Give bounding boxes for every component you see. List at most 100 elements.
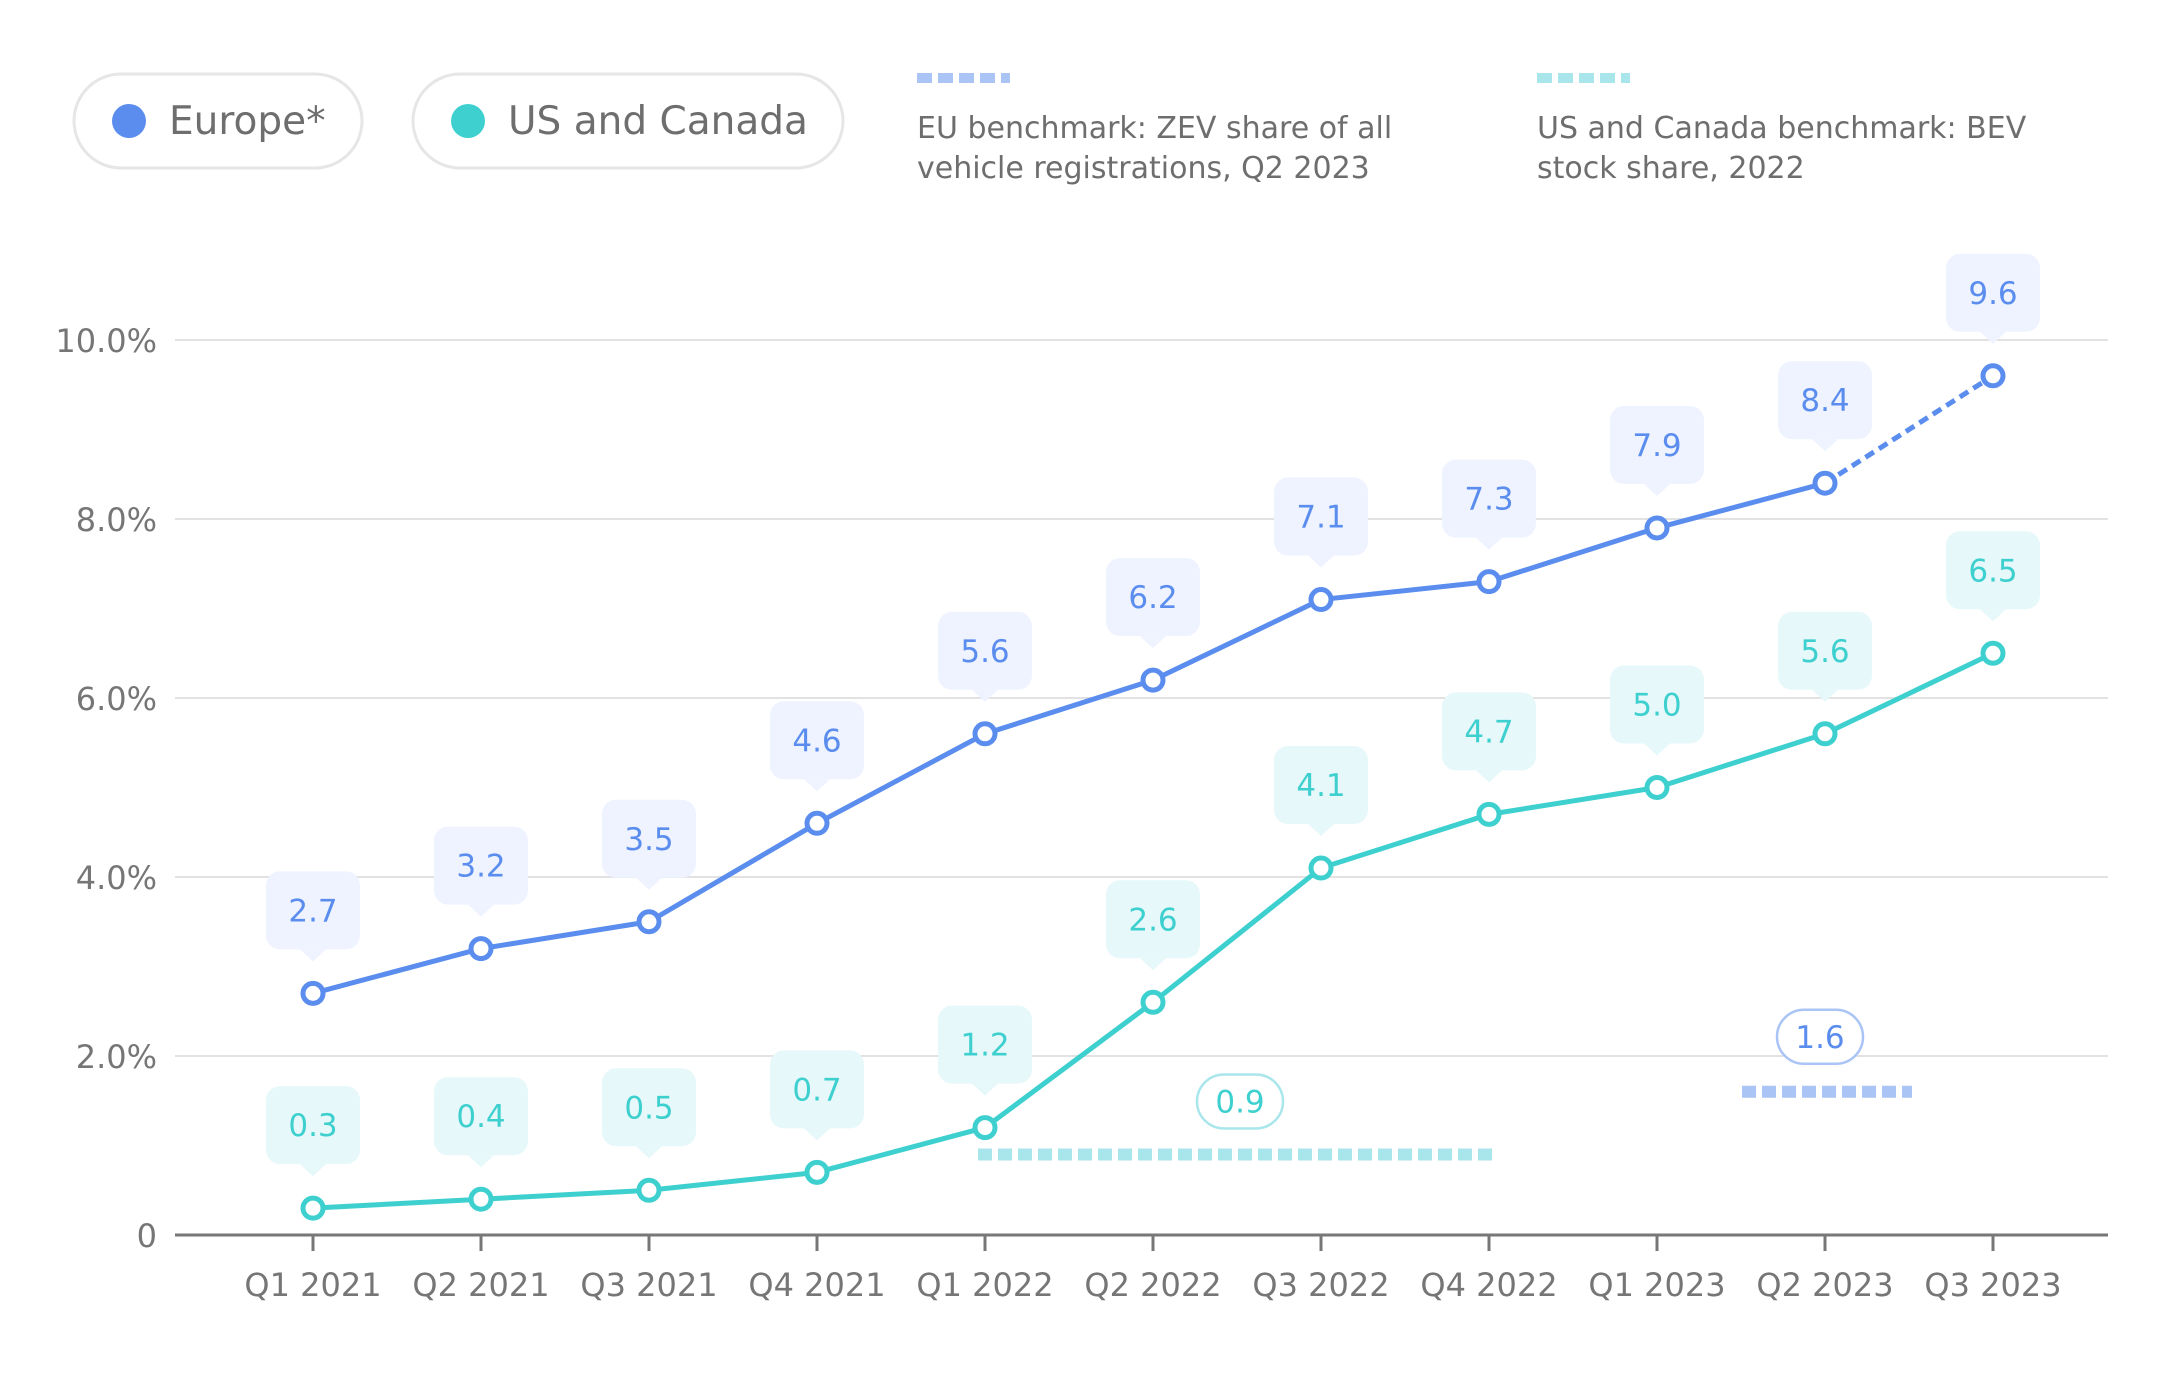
data-label: 0.3 [266, 1086, 360, 1177]
data-label-text: 6.2 [1128, 580, 1177, 616]
data-label-text: 0.5 [624, 1090, 673, 1126]
data-point [1980, 640, 2006, 666]
data-label-bubble [1106, 558, 1200, 637]
data-label-text: 2.6 [1128, 902, 1177, 938]
data-label: 0.7 [770, 1050, 864, 1141]
data-label-text: 6.5 [1968, 553, 2017, 589]
legend-benchmark: EU benchmark: ZEV share of all vehicle re… [917, 73, 1392, 186]
y-tick-label: 0 [137, 1217, 157, 1255]
data-label-text: 4.6 [792, 723, 841, 759]
data-point [1476, 569, 1502, 595]
data-label-bubble [1106, 880, 1200, 959]
data-label-bubble [1610, 665, 1704, 744]
data-label: 3.5 [602, 799, 696, 890]
y-tick-label: 10.0% [55, 322, 157, 360]
data-label-bubble [1946, 531, 2040, 610]
series-projection-line [1823, 373, 1995, 486]
y-tick-label: 2.0% [76, 1038, 157, 1076]
data-point [804, 810, 830, 836]
data-label-text: 4.1 [1296, 768, 1345, 804]
data-label-text: 7.9 [1632, 428, 1681, 464]
series-lines [312, 373, 1995, 1211]
data-label-text: 8.4 [1800, 383, 1849, 419]
data-label-bubble [1442, 459, 1536, 538]
x-tick-label: Q2 2022 [1084, 1266, 1221, 1304]
data-label-pointer [468, 1155, 494, 1168]
x-tick-label: Q3 2022 [1252, 1266, 1389, 1304]
data-label-pointer [1812, 689, 1838, 702]
y-tick-label: 8.0% [76, 501, 157, 539]
data-label: 2.7 [266, 871, 360, 962]
data-label-bubble [1610, 405, 1704, 484]
data-point [1644, 775, 1670, 800]
legend-label: US and Canada [508, 99, 808, 144]
data-point [636, 1177, 662, 1203]
x-tick-label: Q3 2023 [1924, 1266, 2061, 1304]
legend-pill [72, 72, 364, 170]
y-axis: 0 2.0% 4.0% 6.0% 8.0% 10.0% [55, 322, 157, 1255]
data-label-pointer [1308, 555, 1334, 568]
data-label-pointer [1140, 958, 1166, 971]
data-label-text: 5.6 [1800, 634, 1849, 670]
x-tick-label: Q1 2023 [1588, 1266, 1725, 1304]
data-label-text: 1.2 [960, 1028, 1009, 1064]
data-label-bubble [266, 871, 360, 950]
data-label-pointer [636, 1146, 662, 1159]
data-label-bubble [770, 1050, 864, 1129]
data-point [1644, 515, 1670, 541]
data-label-pointer [1644, 743, 1670, 756]
data-label: 1.2 [938, 1005, 1032, 1096]
legend-benchmark-label: stock share, 2022 [1537, 151, 1805, 186]
data-label: 2.6 [1106, 880, 1200, 971]
x-tick-label: Q1 2022 [916, 1266, 1053, 1304]
data-label-bubble [1778, 611, 1872, 690]
legend-label: Europe* [169, 99, 326, 144]
data-label-pointer [1140, 636, 1166, 649]
data-label-bubble [938, 611, 1032, 690]
data-label-pointer [636, 877, 662, 890]
data-label: 3.2 [434, 826, 528, 917]
data-label-pointer [468, 904, 494, 917]
legend-item: Europe* [72, 72, 364, 170]
data-label: 7.3 [1442, 459, 1536, 550]
data-label-bubble [1778, 361, 1872, 440]
legend-benchmark-label: EU benchmark: ZEV share of all [917, 111, 1392, 146]
data-label-bubble [266, 1086, 360, 1165]
data-point [1980, 363, 2006, 389]
data-label: 8.4 [1778, 361, 1872, 452]
data-label-text: 3.2 [456, 849, 505, 885]
data-label-text: 4.7 [1464, 714, 1513, 750]
y-tick-label: 6.0% [76, 680, 157, 718]
data-label: 4.7 [1442, 692, 1536, 783]
data-label-pointer [804, 779, 830, 792]
x-axis: Q1 2021 Q2 2021 Q3 2021 Q4 2021 Q1 2022 Q2 20… [175, 1233, 2108, 1304]
data-points [300, 363, 2006, 1221]
data-label: 6.2 [1106, 558, 1200, 649]
legend-benchmark-label: US and Canada benchmark: BEV [1537, 111, 2027, 146]
data-point [804, 1159, 830, 1185]
data-label-pointer [1644, 483, 1670, 496]
benchmark: 0.9 [978, 1073, 1492, 1161]
benchmark-label-pill [1775, 1008, 1865, 1066]
data-label-bubble [1274, 746, 1368, 825]
x-tick-label: Q3 2021 [580, 1266, 717, 1304]
data-point [1308, 587, 1334, 613]
x-tick-label: Q4 2021 [748, 1266, 885, 1304]
data-label-bubble [602, 1068, 696, 1147]
data-label-pointer [300, 1164, 326, 1177]
data-label: 0.5 [602, 1068, 696, 1159]
data-label-bubble [770, 701, 864, 780]
legend: Europe* US and Canada EU benchmark: ZEV sh… [72, 72, 2027, 186]
data-label-text: 0.7 [792, 1072, 841, 1108]
data-labels: 2.7 3.2 3.5 4.6 5.6 6.2 7.1 7.3 7.9 8.4 9.6 0.3 0.4 0… [266, 253, 2040, 1177]
data-label: 5.6 [1778, 611, 1872, 702]
data-label: 6.5 [1946, 531, 2040, 622]
legend-item: US and Canada [411, 72, 845, 170]
data-point [300, 980, 326, 1006]
x-tick-label: Q2 2021 [412, 1266, 549, 1304]
benchmark-label: 1.6 [1795, 1020, 1844, 1056]
data-label-pointer [300, 949, 326, 962]
x-tick-label: Q4 2022 [1420, 1266, 1557, 1304]
legend-pill [411, 72, 845, 170]
